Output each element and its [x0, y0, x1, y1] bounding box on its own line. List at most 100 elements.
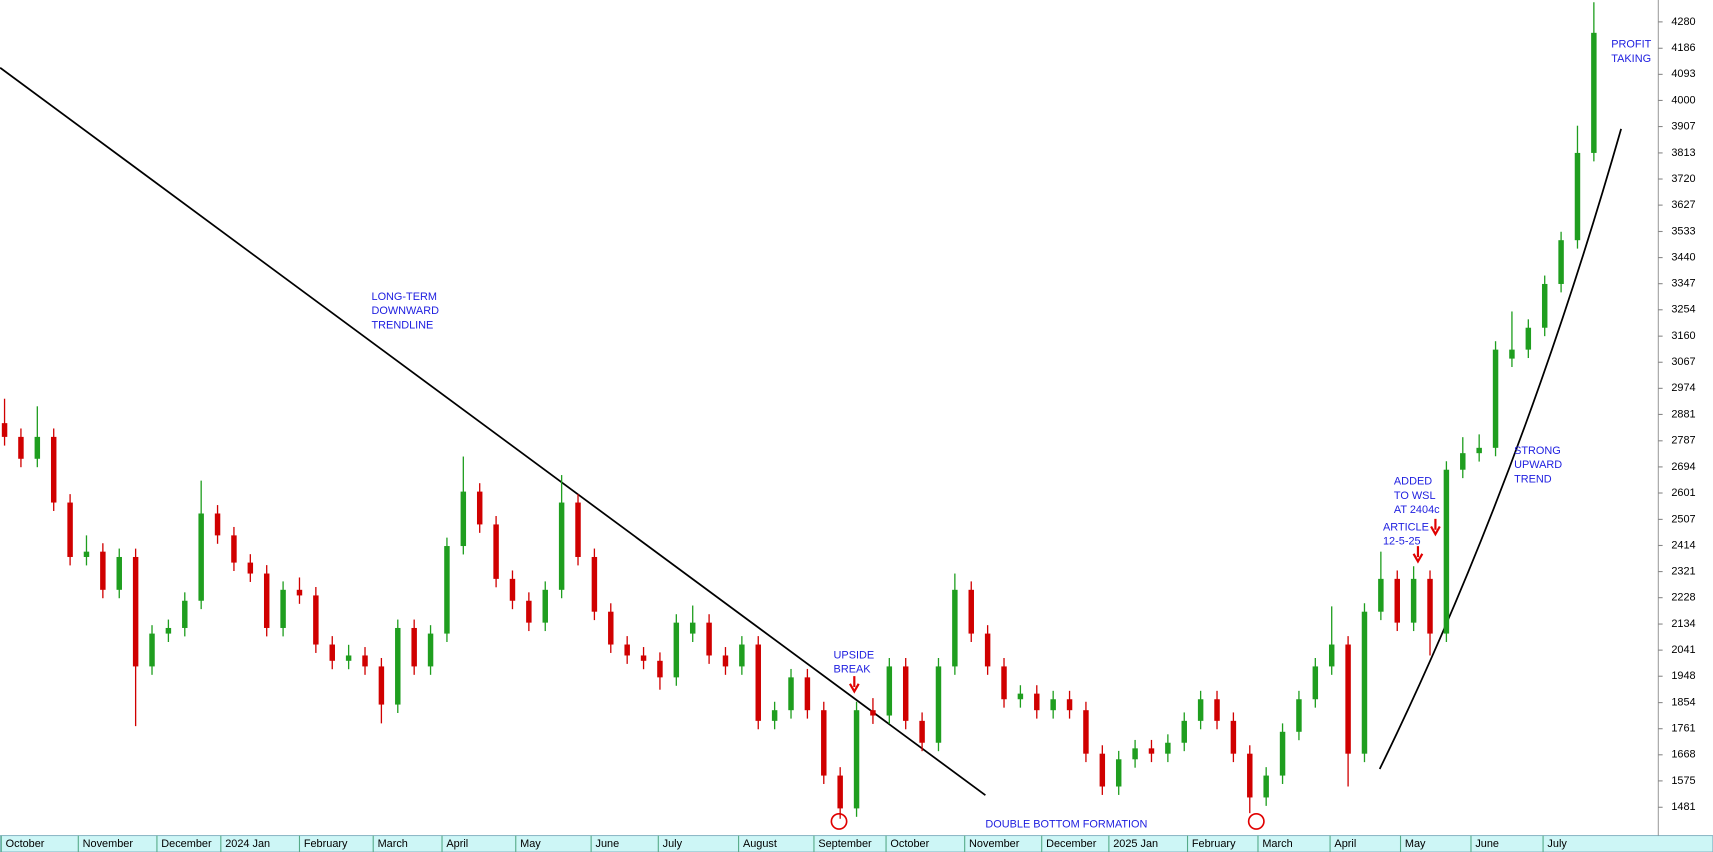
candle-body	[18, 436, 24, 459]
x-tick-label: 2025 Jan	[1113, 838, 1158, 850]
candle-body	[263, 573, 270, 628]
annotation: ADDED	[1394, 476, 1432, 488]
candle-body	[902, 666, 909, 721]
candle-body	[1001, 666, 1007, 700]
candle-body	[132, 556, 139, 667]
candle-body	[624, 644, 630, 656]
candle-body	[1492, 349, 1499, 448]
candle-body	[1, 423, 8, 437]
candle-body	[1099, 753, 1106, 787]
candle-body	[1279, 731, 1286, 776]
y-tick-label: 4000	[1671, 94, 1695, 106]
annotation: UPWARD	[1514, 459, 1562, 471]
candle-body	[493, 524, 499, 579]
candle-body	[1476, 447, 1482, 454]
x-tick-label: July	[663, 838, 683, 850]
y-tick-label: 2601	[1671, 487, 1695, 499]
candle-body	[1296, 699, 1302, 732]
candle-body	[722, 655, 729, 667]
candle-body	[378, 666, 385, 705]
candle-body	[542, 589, 548, 623]
candle-body	[1247, 753, 1253, 798]
candle-body	[968, 589, 974, 634]
candle-body	[771, 710, 778, 721]
x-tick-label: April	[446, 838, 468, 850]
candle-body	[1083, 710, 1089, 754]
y-tick-label: 4093	[1671, 68, 1695, 80]
candle-body	[460, 491, 467, 547]
candle-body	[1345, 644, 1351, 754]
annotation: 12-5-25	[1383, 536, 1421, 548]
candle-body	[1165, 742, 1171, 754]
candle-body	[984, 633, 991, 667]
y-tick-label: 2881	[1671, 408, 1695, 420]
y-tick-label: 2228	[1671, 592, 1695, 604]
y-tick-label: 4280	[1671, 16, 1695, 28]
y-tick-label: 3720	[1671, 173, 1695, 185]
candle-body	[689, 622, 696, 634]
y-tick-label: 3627	[1671, 199, 1695, 211]
candle-body	[83, 551, 90, 557]
y-tick-label: 2694	[1671, 461, 1695, 473]
y-tick-label: 3067	[1671, 356, 1695, 368]
annotation: STRONG	[1514, 445, 1561, 457]
candle-body	[67, 502, 73, 557]
candle-body	[345, 655, 352, 661]
candle-body	[1312, 666, 1319, 700]
annotation: ARTICLE	[1383, 521, 1429, 533]
downward-trendline	[0, 67, 986, 796]
candle-body	[558, 502, 565, 590]
annotation: DOUBLE BOTTOM FORMATION	[985, 819, 1147, 831]
candle-body	[444, 546, 450, 634]
candle-body	[952, 589, 958, 667]
candle-body	[247, 562, 254, 574]
candle-body	[1410, 578, 1417, 623]
candle-body	[837, 775, 843, 809]
bottom-marker	[1247, 812, 1265, 830]
x-tick-label: August	[743, 838, 777, 850]
x-tick-label: December	[161, 838, 212, 850]
x-tick-label: 2024 Jan	[225, 838, 270, 850]
candle-body	[411, 627, 417, 667]
candle-body	[427, 633, 434, 667]
candle-body	[526, 600, 532, 623]
y-tick-label: 2414	[1671, 539, 1695, 551]
candle-body	[1050, 699, 1056, 711]
candle-body	[1509, 349, 1515, 359]
candle-body	[591, 556, 598, 612]
candle-body	[34, 436, 41, 459]
candle-body	[165, 627, 172, 634]
candle-body	[395, 627, 401, 705]
candle-body	[608, 611, 614, 645]
annotation: UPSIDE	[834, 649, 875, 661]
candle-body	[231, 535, 237, 563]
x-tick-label: May	[1405, 838, 1426, 850]
x-tick-label: September	[818, 838, 872, 850]
y-tick-label: 2974	[1671, 382, 1695, 394]
candle-body	[1230, 720, 1237, 754]
y-tick-label: 3907	[1671, 120, 1695, 132]
y-tick-label: 3440	[1671, 251, 1695, 263]
candle-body	[804, 677, 811, 711]
x-tick-label: November	[83, 838, 134, 850]
candle-body	[1541, 283, 1548, 328]
y-tick-label: 1761	[1671, 723, 1695, 735]
candle-body	[509, 578, 516, 601]
candle-body	[1378, 578, 1384, 612]
y-tick-label: 1948	[1671, 670, 1695, 682]
candle-body	[1066, 699, 1073, 711]
y-tick-label: 1481	[1671, 801, 1695, 813]
candle-body	[1591, 32, 1597, 153]
candle-body	[1328, 644, 1335, 667]
candle-body	[1132, 748, 1138, 760]
candle-body	[1361, 611, 1368, 754]
y-tick-label: 3254	[1671, 304, 1695, 316]
x-tick-label: March	[378, 838, 408, 850]
x-tick-label: June	[595, 838, 619, 850]
candle-body	[50, 436, 57, 503]
y-tick-label: 3813	[1671, 147, 1695, 159]
x-tick-label: October	[6, 838, 45, 850]
candle-body	[1525, 327, 1532, 350]
candle-body	[1263, 775, 1269, 798]
x-tick-label: February	[1192, 838, 1236, 850]
